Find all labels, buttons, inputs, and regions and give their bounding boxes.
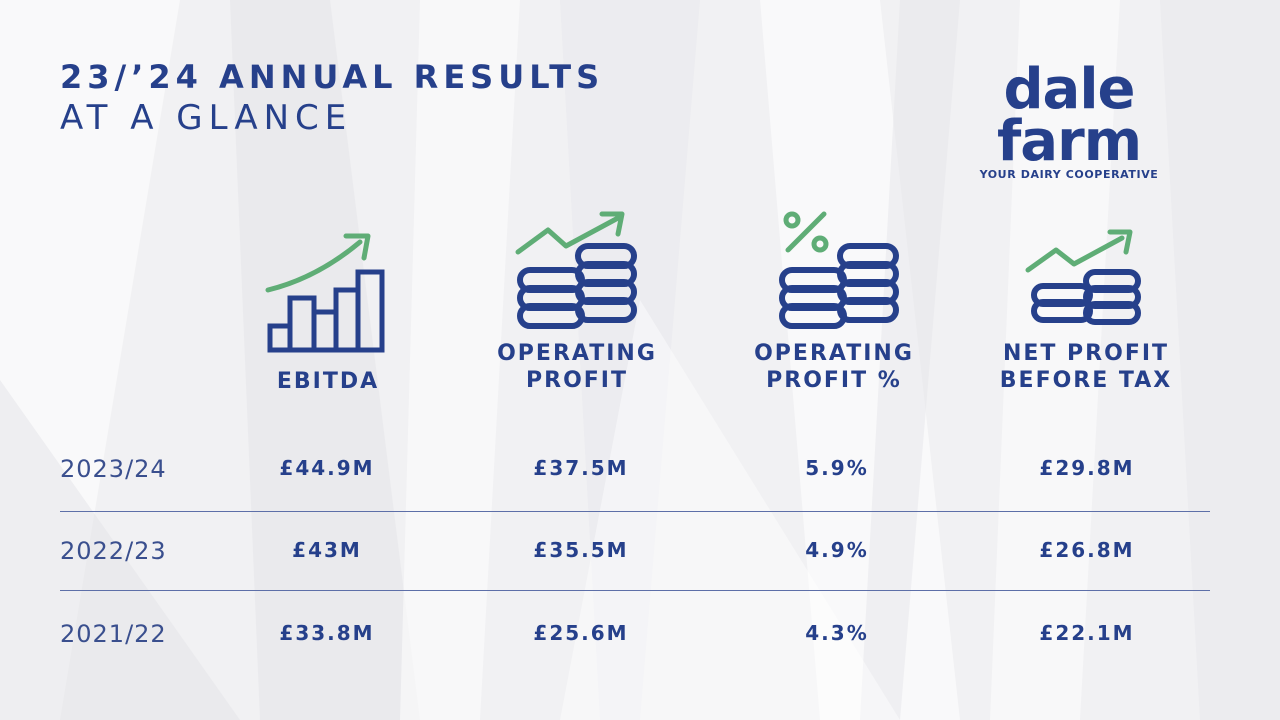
row-year: 2022/23	[60, 537, 167, 565]
value-cell: £29.8M	[1039, 456, 1135, 480]
coins-percent-icon	[779, 211, 899, 329]
value-cell: £35.5M	[533, 538, 629, 562]
value-cell: 4.3%	[805, 621, 869, 645]
column-label-operating-profit: OPERATING PROFIT	[497, 341, 657, 393]
bar-chart-growth-icon	[265, 233, 385, 353]
value-cell: £22.1M	[1039, 621, 1135, 645]
coins-growth-icon	[515, 211, 637, 329]
logo-tagline: YOUR DAIRY COOPERATIVE	[979, 168, 1159, 181]
column-label-ebitda: EBITDA	[276, 369, 380, 394]
value-cell: £26.8M	[1039, 538, 1135, 562]
value-cell: 4.9%	[805, 538, 869, 562]
coins-growth-icon	[1025, 229, 1141, 325]
value-cell: £37.5M	[533, 456, 629, 480]
row-year: 2021/22	[60, 620, 167, 648]
value-cell: £43M	[292, 538, 362, 562]
dale-farm-logo: dale farm YOUR DAIRY COOPERATIVE	[936, 57, 1202, 182]
value-cell: £25.6M	[533, 621, 629, 645]
row-year: 2023/24	[60, 455, 167, 483]
value-cell: 5.9%	[805, 456, 869, 480]
page-title: 23/’24 ANNUAL RESULTS	[60, 58, 605, 96]
column-label-operating-profit-percent: OPERATING PROFIT %	[754, 341, 914, 393]
row-divider	[60, 511, 1210, 512]
value-cell: £44.9M	[279, 456, 375, 480]
column-label-net-profit-before-tax: NET PROFIT BEFORE TAX	[999, 341, 1173, 393]
row-divider	[60, 590, 1210, 591]
value-cell: £33.8M	[279, 621, 375, 645]
page-subtitle: AT A GLANCE	[60, 98, 353, 138]
logo-wordmark: dale farm	[996, 57, 1142, 174]
